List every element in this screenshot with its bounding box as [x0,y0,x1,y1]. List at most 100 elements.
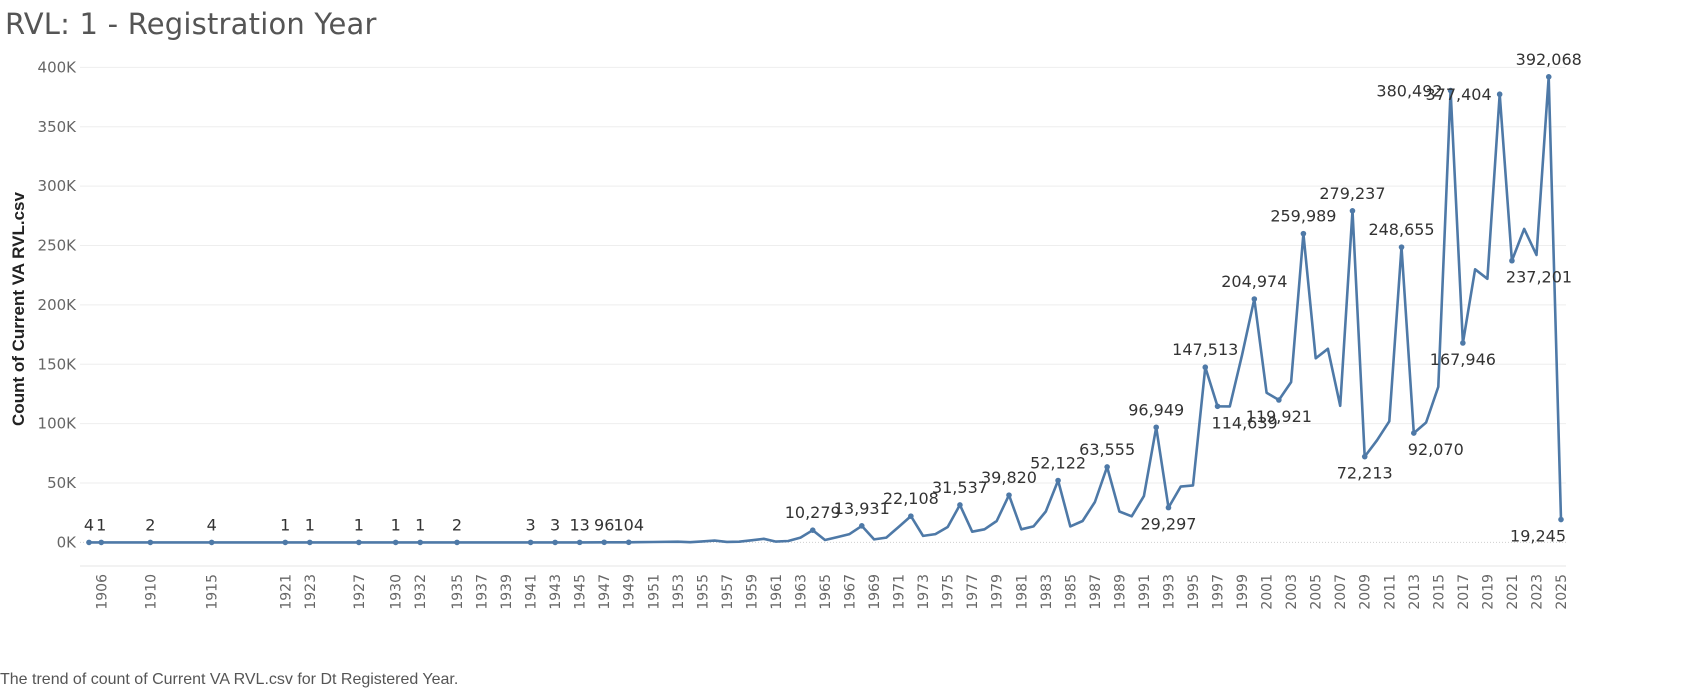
data-point [908,513,914,519]
data-point [527,539,534,546]
data-point [392,539,399,546]
data-label: 119,921 [1246,407,1312,426]
x-tick-label: 1991 [1137,574,1153,610]
data-point [356,539,362,546]
data-label: 279,237 [1319,184,1385,203]
x-tick-label: 1995 [1186,574,1202,610]
x-tick-label: 1949 [622,574,638,610]
data-point [1104,464,1110,470]
data-label: 380,492 [1376,82,1442,101]
y-tick-label: 0K [57,533,78,551]
data-point [625,539,632,546]
x-tick-label: 1923 [303,574,319,610]
data-point [307,539,313,546]
data-point [957,502,963,508]
data-label: 13 [569,515,589,534]
data-label: 104 [613,515,644,534]
data-point [1509,257,1515,264]
data-point [1214,403,1221,410]
data-label: 392,068 [1516,50,1582,69]
x-tick-label: 2009 [1358,574,1374,610]
y-tick-label: 250K [38,237,78,255]
x-tick-label: 2011 [1382,574,1398,610]
y-axis-label: Count of Current VA RVL.csv [9,191,28,425]
chart-title: RVL: 1 - Registration Year [5,7,377,41]
data-label: 248,655 [1368,220,1434,239]
data-label: 31,537 [932,478,988,497]
series-markers [86,74,1564,546]
x-tick-label: 1981 [1014,574,1030,610]
x-tick-label: 1951 [646,574,662,610]
data-point [1251,296,1258,302]
x-tick-label: 1997 [1211,574,1227,610]
data-label: 2 [145,515,155,534]
gridlines [80,66,1566,484]
data-label: 39,820 [981,468,1037,487]
y-axis: 0K 50K 100K 150K 200K 250K 300K 350K 400K [38,58,78,551]
y-tick-label: 100K [38,415,78,433]
x-tick-label: 1987 [1088,574,1104,610]
data-point [552,539,558,546]
y-tick-label: 150K [38,355,78,373]
data-label: 259,989 [1270,207,1336,226]
data-label: 1 [354,515,364,534]
data-point [1398,244,1405,250]
x-tick-label: 1927 [352,574,368,610]
data-label: 1 [280,515,290,534]
data-point [417,539,424,546]
data-point [98,539,105,546]
x-tick-label: 2003 [1284,574,1300,610]
x-tick-label: 1932 [413,574,429,610]
x-tick-label: 1921 [278,574,294,610]
x-tick-label: 1955 [695,574,711,610]
data-point [208,539,215,546]
x-tick-label: 1941 [524,574,540,610]
data-label: 10,279 [785,503,841,522]
data-point [1276,397,1282,403]
x-axis: 1906 1910 1915 1921 1923 1927 1930 1932 1935 1937… [80,565,1570,610]
x-tick-label: 1915 [205,574,221,610]
data-label: 167,946 [1430,350,1496,369]
data-point [1300,230,1307,237]
series-line [89,75,1563,544]
x-tick-label: 1961 [769,574,785,610]
x-tick-label: 2017 [1456,574,1472,610]
data-label: 92,070 [1408,440,1464,459]
x-tick-label: 1959 [744,574,760,610]
data-point [1447,87,1454,94]
x-tick-label: 1965 [818,574,834,610]
data-label: 147,513 [1172,340,1238,359]
data-point [1545,74,1552,80]
data-label: 52,122 [1030,454,1086,473]
x-tick-label: 1906 [94,574,110,610]
chart-caption: The trend of count of Current VA RVL.csv… [0,671,459,688]
data-point [1006,492,1012,498]
data-label: 237,201 [1506,268,1572,287]
data-label: 63,555 [1079,440,1135,459]
x-tick-label: 1967 [843,574,859,610]
x-tick-label: 1969 [867,574,883,610]
x-tick-label: 1945 [573,574,589,610]
x-tick-label: 1953 [671,574,687,610]
data-label: 114,639 [1212,413,1278,432]
data-label: 4 [207,515,217,534]
x-tick-label: 2007 [1333,574,1349,610]
data-label: 2 [452,515,462,534]
data-point [809,527,816,533]
data-label: 22,108 [883,489,939,508]
y-tick-label: 400K [38,58,78,76]
x-tick-label: 1939 [499,574,515,610]
x-tick-label: 2005 [1309,574,1325,610]
data-point [1411,430,1417,436]
data-label: 4 [84,515,94,534]
data-label: 3 [550,515,560,534]
data-point [859,523,865,529]
x-tick-label: 2025 [1554,574,1570,610]
data-point [1165,504,1172,511]
data-point [1361,453,1368,460]
x-tick-label: 2023 [1529,574,1545,610]
data-point [576,539,583,546]
data-label: 13,931 [834,499,890,518]
x-tick-label: 1963 [793,574,809,610]
x-tick-label: 1973 [916,574,932,610]
